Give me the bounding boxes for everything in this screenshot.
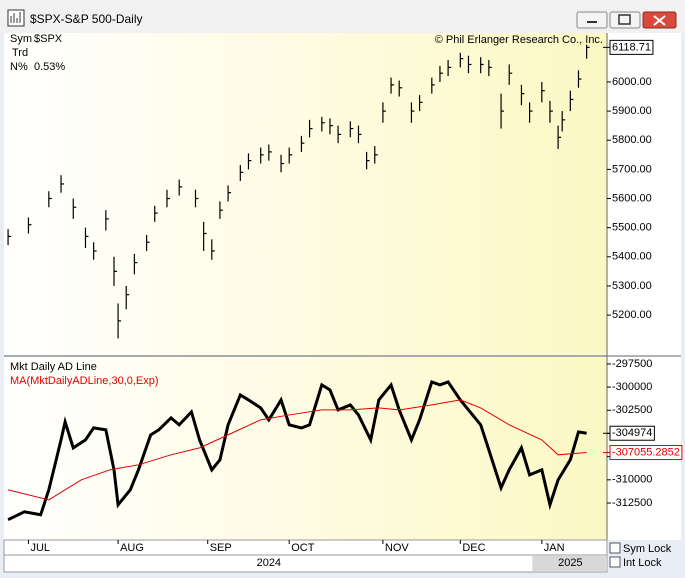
x-tick-label: JAN [544, 542, 565, 554]
window-title: $SPX-S&P 500-Daily [30, 12, 143, 26]
info-value: $SPX [34, 33, 63, 45]
close-glyph [653, 15, 666, 26]
info-label: Trd [12, 47, 28, 59]
maximize-glyph [618, 14, 631, 25]
last-value-label: 6118.71 [612, 41, 651, 53]
x-tick-label: SEP [210, 542, 232, 554]
series-line [7, 399, 587, 501]
last-value-label: -307055.2852 [612, 446, 680, 458]
last-value-box [609, 445, 683, 461]
x-tick-label: OCT [291, 542, 315, 554]
app-icon [7, 9, 25, 27]
last-value-box [609, 39, 654, 55]
x-tick-label: AUG [120, 542, 144, 554]
copyright: © Phil Erlanger Research Co., Inc. [435, 34, 603, 46]
y-tick-label: 5200.00 [612, 309, 652, 321]
year-highlight [532, 556, 607, 571]
y-tick-label: 5600.00 [612, 192, 652, 204]
legend-entry: Mkt Daily AD Line [10, 361, 97, 373]
ad-panel [4, 357, 607, 540]
y-tick-label: 5900.00 [612, 105, 652, 117]
y-tick-label: -302500 [612, 404, 652, 416]
x-tick-label: NOV [385, 542, 410, 554]
maximize-button[interactable] [609, 11, 641, 29]
title-bar [0, 0, 685, 33]
last-value-label: -304974 [612, 427, 652, 439]
checkbox-label[interactable]: Sym Lock [623, 543, 672, 555]
x-axis-strip [3, 539, 608, 573]
app-icon-glyph [10, 12, 21, 23]
x-tick-label: DEC [462, 542, 485, 554]
checkbox-label[interactable]: Int Lock [623, 557, 662, 569]
info-label: Sym [10, 33, 32, 45]
y-tick-label: 6000.00 [612, 76, 652, 88]
price-panel [4, 33, 607, 355]
last-value-box [609, 425, 655, 441]
y-tick-label: -300000 [612, 381, 652, 393]
y-tick-label: 5300.00 [612, 280, 652, 292]
info-label: N% [10, 61, 28, 73]
y-tick-label: 5400.00 [612, 251, 652, 263]
y-tick-label: 5500.00 [612, 222, 652, 234]
y-tick-label: -310000 [612, 474, 652, 486]
minimize-button[interactable] [576, 11, 608, 29]
checkbox[interactable] [609, 556, 621, 568]
legend-entry: MA(MktDailyADLine,30,0,Exp) [10, 375, 159, 387]
x-tick-label: JUL [30, 542, 50, 554]
y-tick-label: -297500 [612, 358, 652, 370]
y-tick-label: -312500 [612, 497, 652, 509]
y-tick-label: 5700.00 [612, 163, 652, 175]
y-tick-label: 5800.00 [612, 134, 652, 146]
year-label: 2025 [558, 557, 582, 569]
info-value: 0.53% [34, 61, 65, 73]
checkbox[interactable] [609, 542, 621, 554]
year-label: 2024 [257, 557, 281, 569]
series-line [7, 379, 587, 522]
